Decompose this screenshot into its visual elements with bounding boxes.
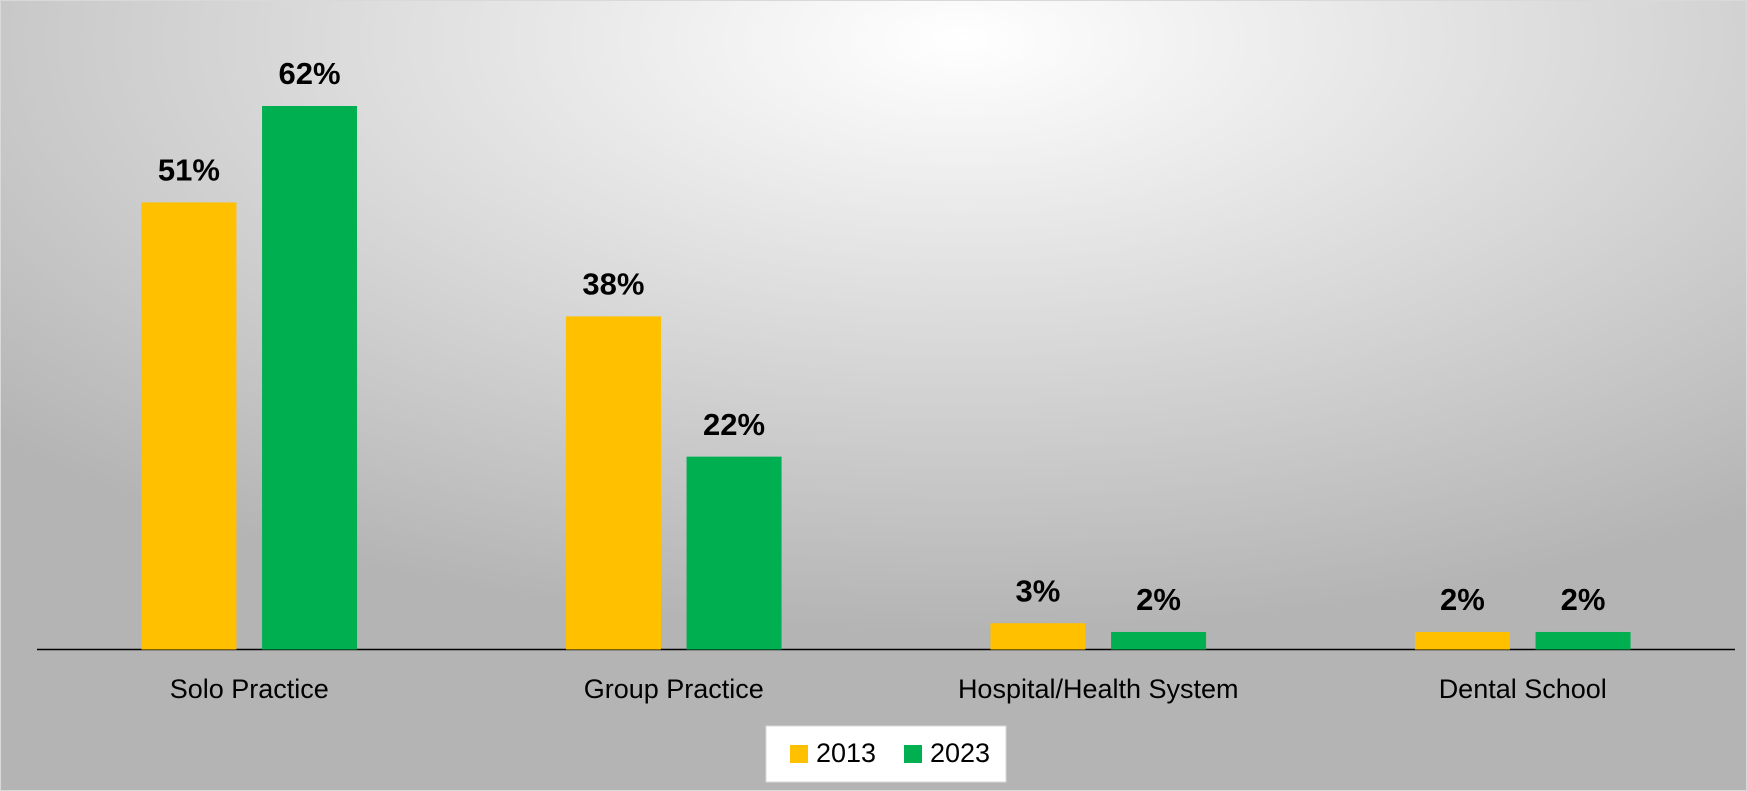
value-label: 51% (158, 153, 220, 188)
value-label: 22% (703, 407, 765, 442)
value-label: 2% (1440, 582, 1485, 617)
bar (1535, 631, 1631, 650)
x-tick-label: Hospital/Health System (958, 674, 1239, 704)
legend-swatch (790, 745, 808, 763)
x-tick-label: Solo Practice (170, 674, 329, 704)
bar (565, 316, 661, 650)
x-tick-label: Dental School (1439, 674, 1607, 704)
bar (686, 456, 782, 650)
legend-label: 2023 (930, 738, 990, 768)
legend-label: 2013 (816, 738, 876, 768)
value-label: 38% (582, 267, 644, 302)
value-label: 3% (1016, 573, 1061, 608)
bar (141, 202, 237, 650)
legend-swatch (904, 745, 922, 763)
bar (1111, 631, 1207, 650)
bar (262, 106, 358, 650)
x-tick-label: Group Practice (584, 674, 764, 704)
bar (1414, 631, 1510, 650)
value-label: 62% (279, 56, 341, 91)
value-label: 2% (1561, 582, 1606, 617)
bar (990, 623, 1086, 650)
value-label: 2% (1136, 582, 1181, 617)
